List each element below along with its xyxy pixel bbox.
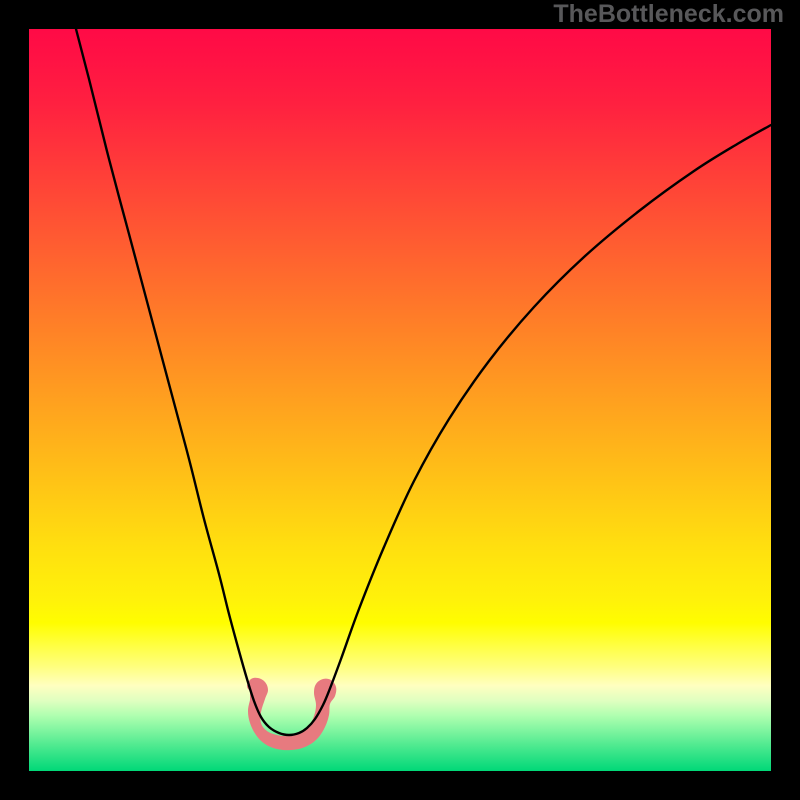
plot-area [29,29,771,771]
bottleneck-curve-svg [29,29,771,771]
curve-path [76,29,771,735]
chart-frame: TheBottleneck.com [0,0,800,800]
watermark-text: TheBottleneck.com [553,0,784,29]
